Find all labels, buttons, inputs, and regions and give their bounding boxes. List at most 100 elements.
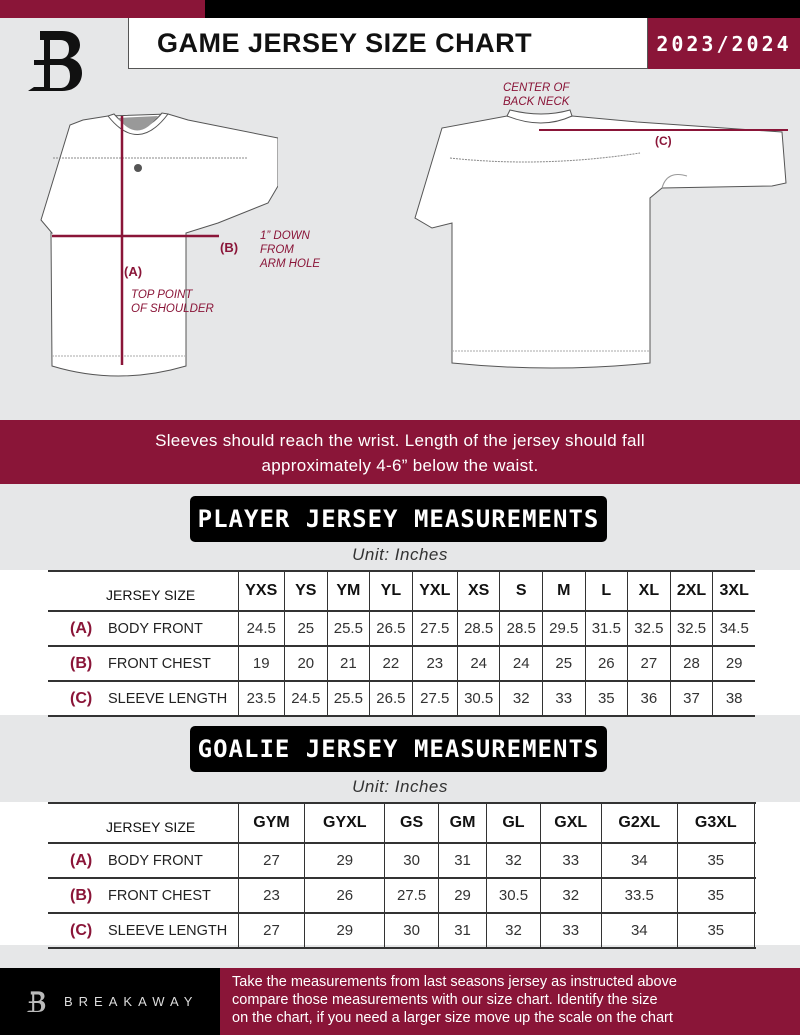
measurement-cell: 24 bbox=[456, 646, 500, 682]
measurement-cell: 24 bbox=[499, 646, 543, 682]
breakaway-logo-small bbox=[26, 990, 46, 1012]
footer-instructions: Take the measurements from last seasons … bbox=[220, 968, 800, 1035]
measurement-cell: 23.5 bbox=[237, 681, 285, 717]
measurement-cell: 30.5 bbox=[485, 878, 541, 914]
size-header: YXL bbox=[411, 570, 458, 612]
top-black-bar bbox=[205, 0, 800, 18]
row-code: (A) bbox=[70, 851, 93, 869]
table-row: (A) BODY FRONT 27 29 30 31 32 33 34 35 bbox=[48, 843, 755, 879]
measurement-cell: 34 bbox=[600, 843, 678, 879]
size-header: 3XL bbox=[712, 570, 755, 612]
measurement-cell: 31 bbox=[438, 913, 487, 949]
size-header: YXS bbox=[237, 570, 285, 612]
row-name: BODY FRONT bbox=[108, 852, 203, 869]
measurement-cell: 30 bbox=[384, 913, 439, 949]
measurement-cell: 32 bbox=[485, 913, 541, 949]
top-accent-bar bbox=[0, 0, 205, 18]
measurement-cell: 29 bbox=[438, 878, 487, 914]
measurement-cell: 35 bbox=[584, 681, 628, 717]
measurement-cell: 27.5 bbox=[411, 611, 458, 647]
row-code: (B) bbox=[70, 654, 93, 672]
label-b: (B) bbox=[220, 240, 239, 255]
header-label: JERSEY SIZE bbox=[48, 802, 238, 844]
row-label: (B) FRONT CHEST bbox=[48, 646, 238, 682]
measurement-cell: 27 bbox=[237, 843, 305, 879]
table-row: (B) FRONT CHEST 23 26 27.5 29 30.5 32 33.5 35 bbox=[48, 878, 755, 914]
goalie-measurements-table: JERSEY SIZE GYM GYXL GS GM GL GXL G2XL G3XL (A) BO… bbox=[48, 802, 755, 949]
row-name: FRONT CHEST bbox=[108, 655, 211, 672]
measurement-cell: 22 bbox=[369, 646, 413, 682]
note-down-from-armhole: 1” DOWN FROM ARM HOLE bbox=[260, 230, 321, 270]
measurement-cell bbox=[753, 878, 755, 914]
footer-brand: BREAKAWAY bbox=[0, 968, 220, 1035]
measurement-cell: 26.5 bbox=[369, 681, 413, 717]
measurement-cell bbox=[753, 913, 755, 949]
measurement-cell: 21 bbox=[326, 646, 370, 682]
measurement-cell bbox=[753, 843, 755, 879]
row-code: (B) bbox=[70, 886, 93, 904]
measurement-cell: 32.5 bbox=[669, 611, 713, 647]
measurement-cell: 25 bbox=[542, 646, 586, 682]
measurement-cell: 35 bbox=[677, 913, 755, 949]
row-name: SLEEVE LENGTH bbox=[108, 690, 228, 707]
table-row: (C) SLEEVE LENGTH 23.5 24.5 25.5 26.5 27.5 30.5… bbox=[48, 681, 755, 717]
measurement-cell: 38 bbox=[712, 681, 755, 717]
measurement-cell: 27 bbox=[237, 913, 305, 949]
row-code: (A) bbox=[70, 619, 93, 637]
measurement-cell: 29 bbox=[304, 913, 385, 949]
measurement-cell: 25.5 bbox=[326, 611, 370, 647]
measurement-cell: 35 bbox=[677, 843, 755, 879]
table-row: (C) SLEEVE LENGTH 27 29 30 31 32 33 34 35 bbox=[48, 913, 755, 949]
row-label: (A) BODY FRONT bbox=[48, 843, 238, 879]
measurement-cell: 25 bbox=[284, 611, 328, 647]
instruction-banner: Sleeves should reach the wrist. Length o… bbox=[0, 420, 800, 484]
player-unit: Unit: Inches bbox=[352, 545, 448, 564]
measurement-cell: 35 bbox=[677, 878, 755, 914]
header-label: JERSEY SIZE bbox=[48, 570, 238, 612]
measurement-cell: 24.5 bbox=[237, 611, 285, 647]
measurement-cell: 27 bbox=[627, 646, 671, 682]
measurement-cell: 32 bbox=[499, 681, 543, 717]
row-name: FRONT CHEST bbox=[108, 887, 211, 904]
measurement-cell: 31.5 bbox=[584, 611, 628, 647]
banner-line: approximately 4-6” below the waist. bbox=[261, 456, 539, 475]
measurement-cell: 19 bbox=[237, 646, 285, 682]
size-header: GYXL bbox=[304, 802, 385, 844]
label-c: (C) bbox=[655, 134, 672, 148]
brand-name: BREAKAWAY bbox=[64, 994, 199, 1009]
size-header: GYM bbox=[237, 802, 305, 844]
back-jersey-diagram bbox=[414, 109, 788, 369]
measurement-cell: 28.5 bbox=[499, 611, 543, 647]
size-header: GM bbox=[438, 802, 487, 844]
table-row: (A) BODY FRONT 24.5 25 25.5 26.5 27.5 28.5 28.5 2… bbox=[48, 611, 755, 647]
footer-line: on the chart, if you need a larger size … bbox=[232, 1010, 673, 1026]
measurement-cell: 34.5 bbox=[712, 611, 755, 647]
size-header: M bbox=[542, 570, 586, 612]
size-header: GXL bbox=[539, 802, 602, 844]
size-header: G3XL bbox=[677, 802, 755, 844]
measurement-cell: 23 bbox=[411, 646, 458, 682]
row-code: (C) bbox=[70, 689, 93, 707]
player-measurements-table: JERSEY SIZE YXS YS YM YL YXL XS S M L XL 2XL 3XL (A) B… bbox=[48, 570, 755, 717]
page-title: GAME JERSEY SIZE CHART bbox=[128, 18, 648, 69]
label-a: (A) bbox=[124, 264, 143, 279]
measurement-cell: 37 bbox=[669, 681, 713, 717]
row-label: (A) BODY FRONT bbox=[48, 611, 238, 647]
measurement-cell: 36 bbox=[627, 681, 671, 717]
size-header: GS bbox=[384, 802, 439, 844]
measurement-cell: 26 bbox=[304, 878, 385, 914]
table-header-row: JERSEY SIZE YXS YS YM YL YXL XS S M L XL 2XL 3XL bbox=[48, 570, 755, 612]
measurement-cell: 27.5 bbox=[411, 681, 458, 717]
note-top-point-shoulder: TOP POINT OF SHOULDER bbox=[131, 289, 214, 315]
measurement-cell: 26 bbox=[584, 646, 628, 682]
measurement-cell: 31 bbox=[438, 843, 487, 879]
measurement-cell: 28 bbox=[669, 646, 713, 682]
measurement-cell: 29 bbox=[712, 646, 755, 682]
measurement-cell: 23 bbox=[237, 878, 305, 914]
measurement-cell: 32 bbox=[539, 878, 602, 914]
measurement-cell: 32.5 bbox=[627, 611, 671, 647]
measurement-cell: 33 bbox=[542, 681, 586, 717]
size-header: YL bbox=[369, 570, 413, 612]
measurement-cell: 32 bbox=[485, 843, 541, 879]
note-center-back-neck: CENTER OF BACK NECK bbox=[503, 82, 570, 108]
